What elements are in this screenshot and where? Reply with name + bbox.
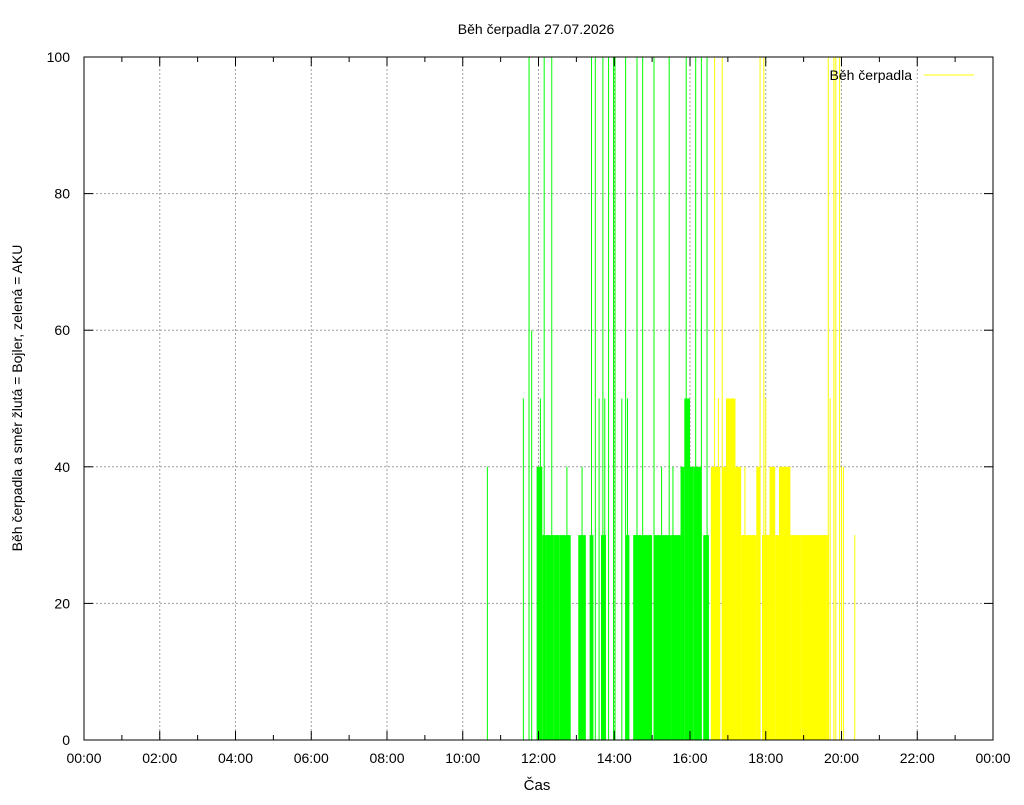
aku-bar [559,535,567,740]
tick-labels: 00:00 02:00 04:00 06:00 08:00 10:00 12:00 14:00… [47,49,1011,766]
aku-bar [536,466,543,740]
x-tick-label: 00:00 [975,750,1010,766]
x-tick-label: 10:00 [445,750,480,766]
x-tick-label: 08:00 [369,750,404,766]
bojler-bar [741,535,757,740]
aku-bar [703,535,709,740]
aku-bar [553,535,560,740]
x-tick-label: 14:00 [597,750,632,766]
x-tick-label: 18:00 [748,750,783,766]
x-tick-label: 16:00 [672,750,707,766]
aku-bar [566,535,571,740]
chart-title: Běh čerpadla 27.07.2026 [458,21,615,37]
aku-bar [680,466,685,740]
y-tick-label: 40 [54,459,70,475]
aku-bar [671,535,681,740]
bojler-bar [722,466,726,740]
x-tick-label: 02:00 [142,750,177,766]
y-tick-label: 60 [54,322,70,338]
bojler-bar [710,466,721,740]
bojler-bar [756,466,761,740]
aku-bar [693,466,702,740]
bojler-bar [826,535,830,740]
x-tick-label: 12:00 [521,750,556,766]
aku-bar [654,535,672,740]
aku-bar [546,535,554,740]
x-tick-label: 06:00 [294,750,329,766]
axis-ticks [83,56,994,741]
x-tick-label: 04:00 [218,750,253,766]
bojler-bar [735,466,742,740]
y-tick-label: 20 [54,595,70,611]
aku-bar [690,466,694,740]
y-tick-label: 100 [47,49,71,65]
y-axis-label: Běh čerpadla a směr žlutá = Bojler, zele… [9,245,25,552]
x-axis-label: Čas [524,777,551,794]
bojler-bar [775,535,780,740]
bojler-bar [769,466,776,740]
legend-label: Běh čerpadla [829,67,912,83]
x-tick-label: 00:00 [66,750,101,766]
x-tick-label: 20:00 [824,750,859,766]
y-tick-label: 0 [62,732,70,748]
y-tick-label: 80 [54,186,70,202]
bojler-bar [801,535,827,740]
bojler-bar [725,398,736,740]
x-tick-label: 22:00 [900,750,935,766]
aku-bar [600,535,606,740]
data-bars [486,57,856,740]
aku-bar [684,398,690,740]
legend: Běh čerpadla [829,67,974,83]
bojler-bar [790,535,802,740]
